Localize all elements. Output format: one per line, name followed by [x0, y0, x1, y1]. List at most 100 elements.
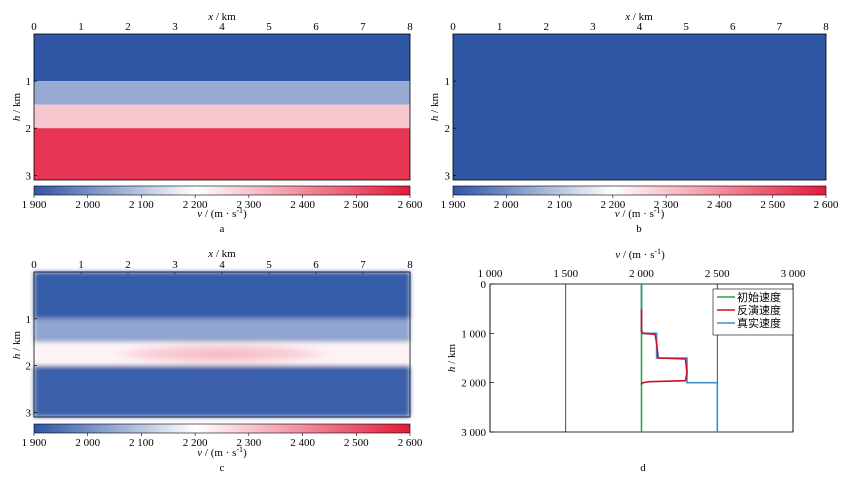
- panel-b-colorbar-label: 2 200: [600, 199, 625, 211]
- panel-b-colorbar: 1 900 2 000 2 100 2 200 2 300 2 400 2 500 2 600…: [441, 185, 839, 220]
- panel-c-colorbar: 1 900 2 000 2 100 2 200 2 300 2 400 2 500 2 600…: [22, 423, 423, 459]
- panel-a-xlabel: x / km: [207, 11, 236, 23]
- panel-d-xtick-label: 2 500: [705, 268, 730, 280]
- panel-d-xtick-label: 3 000: [781, 268, 806, 280]
- panel-a-yticks: 1 2 3: [26, 76, 37, 182]
- panel-c-frame: [33, 271, 411, 418]
- panel-d-series: [640, 284, 719, 432]
- panel-b-xtick-label: 5: [683, 21, 689, 33]
- panel-a-xtick-label: 5: [266, 21, 272, 33]
- panel-c-layer-1: [34, 318, 410, 343]
- panel-c-ytick-label: 3: [26, 407, 32, 419]
- panel-b-ytick-label: 2: [445, 123, 451, 135]
- panel-b-ylabel: h / km: [429, 93, 441, 122]
- panel-a-colorbar-label: 2 100: [129, 199, 154, 211]
- panel-d-ylabel: h / km: [446, 344, 458, 373]
- panel-b-xtick-label: 0: [450, 21, 456, 33]
- panel-a-frame: [33, 33, 411, 181]
- panel-c-colorbar-label: 2 400: [290, 437, 315, 449]
- panel-d-series-line-1: [640, 308, 688, 385]
- panel-c-ylabel: h / km: [11, 331, 23, 360]
- panel-c-layer-0: [34, 272, 410, 319]
- panel-a: x / km 0 1 2 3 4 5 6 7 8 1 2 3 h / km 1 900 2 000 2 …: [11, 11, 423, 235]
- panel-a-colorbar-label: 1 900: [22, 199, 47, 211]
- panel-a-colorbar-label: 2 300: [236, 199, 261, 211]
- panel-c-xtick-label: 8: [407, 259, 413, 271]
- panel-b-colorbar-label: 2 000: [494, 199, 519, 211]
- panel-d-caption: d: [640, 462, 646, 474]
- panel-c-xtick-label: 3: [172, 259, 178, 271]
- panel-b-xtick-label: 1: [497, 21, 503, 33]
- panel-d: v / (m · s-1) 1 000 1 500 2 000 2 500 3 000 …: [446, 247, 806, 474]
- panel-d-ytick-label: 3 000: [461, 427, 486, 439]
- panel-b-colorbar-label: 2 300: [654, 199, 679, 211]
- panel-b-xtick-label: 8: [823, 21, 829, 33]
- panel-b-frame: [452, 33, 827, 181]
- panel-b-layer-0: [453, 34, 826, 180]
- panel-b-yticks: 1 2 3: [445, 76, 456, 182]
- panel-a-ytick-label: 1: [26, 76, 32, 88]
- panel-a-ytick-label: 2: [26, 123, 32, 135]
- panel-d-yticks: 0 1 000 2 000 3 000: [461, 279, 494, 439]
- panel-b-xlabel: x / km: [624, 11, 653, 23]
- panel-b-caption: b: [636, 223, 642, 235]
- panel-a-colorbar-label: 2 500: [344, 199, 369, 211]
- panel-b-colorbar-label: 2 600: [814, 199, 839, 211]
- panel-a-caption: a: [220, 223, 225, 235]
- panel-c-caption: c: [220, 462, 225, 474]
- panel-a-layer-2: [34, 104, 410, 129]
- panel-a-xtick-label: 0: [31, 21, 37, 33]
- panel-c-xtick-label: 1: [78, 259, 84, 271]
- panel-b-xtick-label: 7: [777, 21, 783, 33]
- panel-a-colorbar-label: 2 000: [75, 199, 100, 211]
- panel-b-colorbar-label: 1 900: [441, 199, 466, 211]
- panel-c-colorbar-label: 2 500: [344, 437, 369, 449]
- panel-b-ytick-label: 1: [445, 76, 451, 88]
- panel-c: x / km 0 1 2 3 4 5 6 7 8 1 2 3 h / km 1 900 2 000 2 …: [11, 248, 423, 474]
- panel-d-xtick-label: 1 000: [478, 268, 503, 280]
- panel-c-colorbar-label: 2 100: [129, 437, 154, 449]
- panel-b-colorbar-label: 2 500: [760, 199, 785, 211]
- panel-a-colorbar-label: 2 600: [398, 199, 423, 211]
- panel-c-heatmap: [34, 272, 410, 417]
- panel-c-ytick-label: 2: [26, 361, 32, 373]
- panel-a-layer-0: [34, 34, 410, 82]
- panel-d-xlabel: v / (m · s-1): [615, 247, 665, 261]
- panel-a-xtick-label: 6: [313, 21, 319, 33]
- panel-a-colorbar-label: 2 200: [183, 199, 208, 211]
- panel-b: x / km 0 1 2 3 4 5 6 7 8 1 2 3 h / km 1 900 2 000 2 …: [429, 11, 839, 235]
- panel-c-anomaly: [98, 342, 346, 366]
- panel-d-xticks: 1 000 1 500 2 000 2 500 3 000: [478, 268, 806, 280]
- panel-d-legend-label: 真实速度: [737, 316, 781, 330]
- panel-b-xtick-label: 6: [730, 21, 736, 33]
- panel-c-colorbar-bar: [33, 423, 411, 434]
- panel-c-xtick-label: 0: [31, 259, 37, 271]
- panel-a-xtick-label: 7: [360, 21, 366, 33]
- panel-c-xtick-label: 7: [360, 259, 366, 271]
- panel-b-colorbar-label: 2 400: [707, 199, 732, 211]
- panel-b-xtick-label: 2: [544, 21, 550, 33]
- panel-d-xtick-label: 1 500: [553, 268, 578, 280]
- panel-b-xtick-label: 4: [637, 21, 643, 33]
- panel-d-ytick-label: 0: [481, 279, 487, 291]
- panel-b-xtick-label: 3: [590, 21, 596, 33]
- panel-a-layer-3: [34, 128, 410, 180]
- panel-a-xtick-label: 3: [172, 21, 178, 33]
- panel-d-ytick-label: 1 000: [461, 328, 486, 340]
- panel-a-colorbar-label: 2 400: [290, 199, 315, 211]
- panel-b-ytick-label: 3: [445, 170, 451, 182]
- panel-c-xtick-label: 4: [219, 259, 225, 271]
- panel-a-xtick-label: 1: [78, 21, 84, 33]
- panel-d-legend-label: 反演速度: [737, 303, 781, 317]
- panel-c-xtick-label: 2: [125, 259, 131, 271]
- panel-b-heatmap: [453, 34, 826, 180]
- panel-c-colorbar-label: 1 900: [22, 437, 47, 449]
- panel-a-colorbar: 1 900 2 000 2 100 2 200 2 300 2 400 2 500 2 600…: [22, 185, 423, 220]
- panel-a-xtick-label: 8: [407, 21, 413, 33]
- panel-c-xlabel: x / km: [207, 248, 236, 260]
- panel-a-xtick-label: 4: [219, 21, 225, 33]
- panel-c-xtick-label: 5: [266, 259, 272, 271]
- panel-a-heatmap: [34, 34, 410, 180]
